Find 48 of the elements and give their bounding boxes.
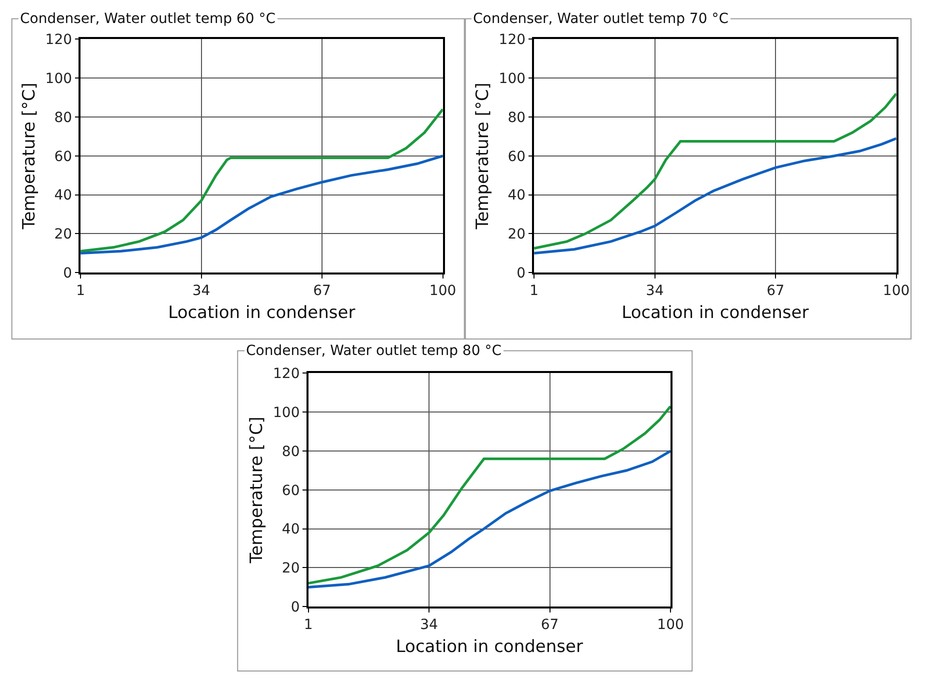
y-tick-label: 100: [45, 71, 72, 88]
y-tick-label: 100: [498, 71, 526, 88]
line-series: [80, 108, 443, 253]
y-tick-label: 0: [516, 266, 526, 282]
x-tick-label: 34: [420, 617, 438, 634]
x-axis-title: Location in condenser: [622, 303, 809, 324]
x-tick-label: 67: [540, 617, 559, 634]
y-tick-label: 40: [282, 522, 300, 538]
chart-title: Condenser, Water outlet temp 60 °C: [20, 11, 276, 27]
y-tick-label: 60: [54, 148, 72, 165]
y-tick-label: 120: [273, 366, 300, 382]
chart-title: Condenser, Water outlet temp 70 °C: [473, 11, 729, 27]
y-tick-label: 80: [508, 110, 526, 126]
x-tick-label: 1: [76, 283, 86, 300]
y-tick-label: 40: [54, 188, 72, 204]
line-series: [308, 404, 671, 585]
x-axis-title: Location in condenser: [396, 637, 583, 658]
line-series: [534, 137, 896, 254]
chart-title: Condenser, Water outlet temp 80 °C: [246, 343, 502, 359]
y-tick-label: 100: [273, 405, 300, 421]
x-tick-label: 1: [304, 617, 313, 634]
y-tick-label: 40: [508, 188, 526, 204]
y-axis-title: Temperature [°C]: [472, 82, 493, 230]
x-tick-label: 34: [192, 283, 210, 300]
y-tick-label: 120: [45, 32, 72, 48]
line-series: [534, 92, 896, 250]
y-tick-label: 20: [282, 560, 300, 577]
x-tick-label: 1: [530, 283, 539, 300]
y-axis-title: Temperature [°C]: [19, 82, 40, 230]
y-axis-title: Temperature [°C]: [247, 416, 268, 564]
y-tick-label: 0: [63, 266, 72, 282]
y-tick-label: 20: [54, 226, 72, 243]
y-tick-label: 60: [282, 482, 300, 499]
x-tick-label: 100: [657, 617, 684, 634]
y-tick-label: 60: [508, 148, 526, 165]
y-tick-label: 80: [54, 110, 72, 126]
x-tick-label: 67: [766, 283, 784, 300]
y-tick-label: 80: [282, 444, 300, 460]
line-series: [308, 450, 671, 588]
x-axis-title: Location in condenser: [168, 303, 356, 324]
x-tick-label: 100: [429, 283, 456, 300]
y-tick-label: 20: [508, 226, 526, 243]
x-tick-label: 34: [646, 283, 664, 300]
x-tick-label: 67: [313, 283, 331, 300]
line-series: [80, 154, 443, 254]
y-tick-label: 0: [290, 599, 300, 616]
x-tick-label: 100: [882, 283, 910, 300]
y-tick-label: 120: [498, 32, 526, 48]
